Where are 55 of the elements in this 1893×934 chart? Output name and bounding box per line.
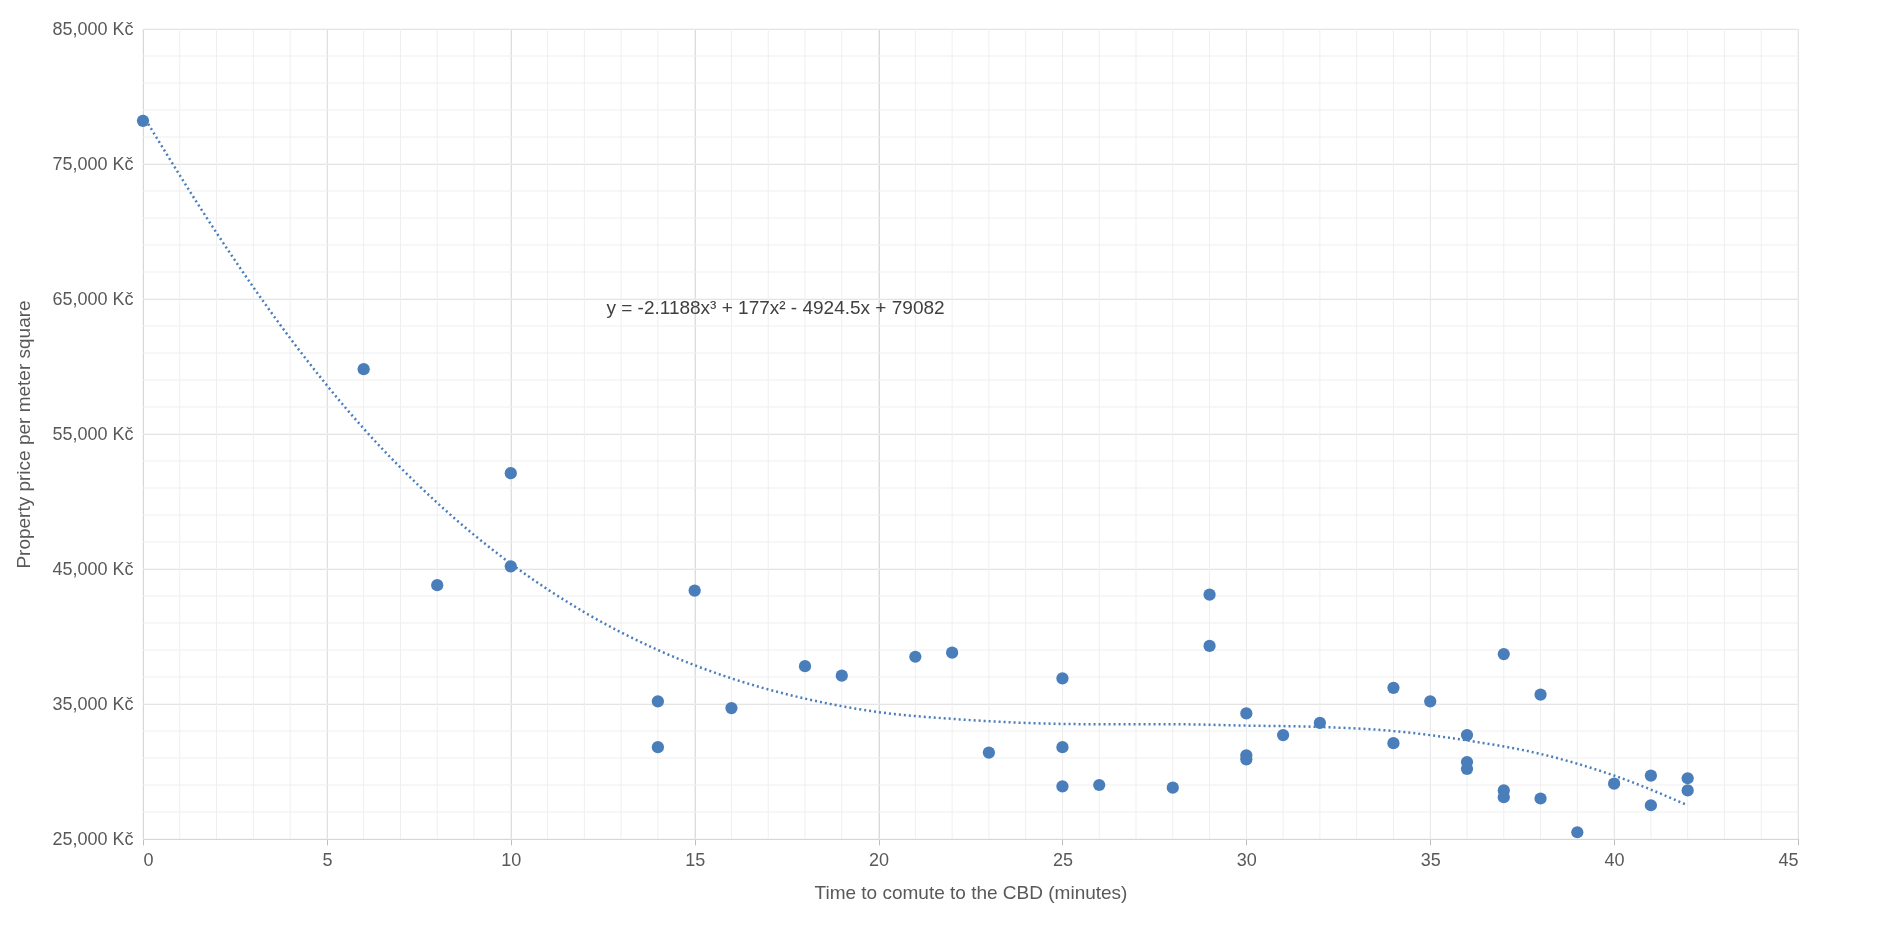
point [1460, 728, 1474, 742]
point [1056, 672, 1069, 685]
point [1166, 781, 1179, 794]
point [982, 746, 996, 759]
x-tick-label: 40 [1604, 849, 1625, 870]
annotation: y = -2.1188x³ + 177x² - 4924.5x + 79082 [606, 297, 945, 319]
point [1276, 728, 1290, 742]
point [1497, 647, 1510, 661]
point [798, 660, 812, 673]
y-tick-label: 25,000 Kč [52, 828, 134, 849]
x-tick-label: 10 [501, 849, 522, 870]
y-tick-label: 45,000 Kč [52, 558, 134, 579]
point [1534, 792, 1547, 805]
point [504, 467, 517, 480]
y-tick-label: 35,000 Kč [52, 693, 134, 714]
point [1681, 784, 1694, 797]
point [431, 579, 444, 592]
x-axis-title: Time to comute to the CBD (minutes) [814, 881, 1128, 903]
x-tick-label: 20 [869, 849, 890, 870]
x-tick-label: 5 [322, 849, 333, 870]
point [357, 363, 370, 376]
y-axis-title: Property price per meter square [13, 300, 35, 569]
y-tick-label: 55,000 Kč [52, 423, 134, 444]
point [1607, 777, 1621, 790]
point [1240, 707, 1253, 720]
point [651, 695, 665, 708]
point [1424, 695, 1437, 708]
y-tick-label: 75,000 Kč [52, 153, 134, 174]
y-tick-label: 85,000 Kč [52, 18, 134, 39]
point [1313, 716, 1327, 730]
point [1681, 772, 1694, 785]
point [1056, 741, 1069, 754]
point [1534, 688, 1547, 701]
point [1644, 769, 1658, 782]
x-tick-label: 35 [1420, 849, 1441, 870]
y-tick-label: 65,000 Kč [52, 288, 134, 309]
point [1056, 780, 1069, 793]
point [1387, 737, 1400, 750]
point [688, 584, 701, 597]
x-tick-label: 45 [1778, 849, 1799, 870]
point [1093, 778, 1106, 792]
point [1644, 799, 1658, 812]
x-tick-label: 30 [1236, 849, 1257, 870]
point [651, 741, 665, 754]
point [1203, 588, 1216, 601]
point [725, 701, 738, 715]
point [945, 646, 959, 659]
point [1571, 826, 1584, 839]
point [835, 669, 848, 682]
x-tick-label: 15 [685, 849, 706, 870]
x-tick-label: 25 [1052, 849, 1073, 870]
x-tick-label: 0 [143, 849, 154, 870]
point [1387, 681, 1400, 694]
point [1203, 639, 1216, 653]
point [909, 650, 922, 663]
